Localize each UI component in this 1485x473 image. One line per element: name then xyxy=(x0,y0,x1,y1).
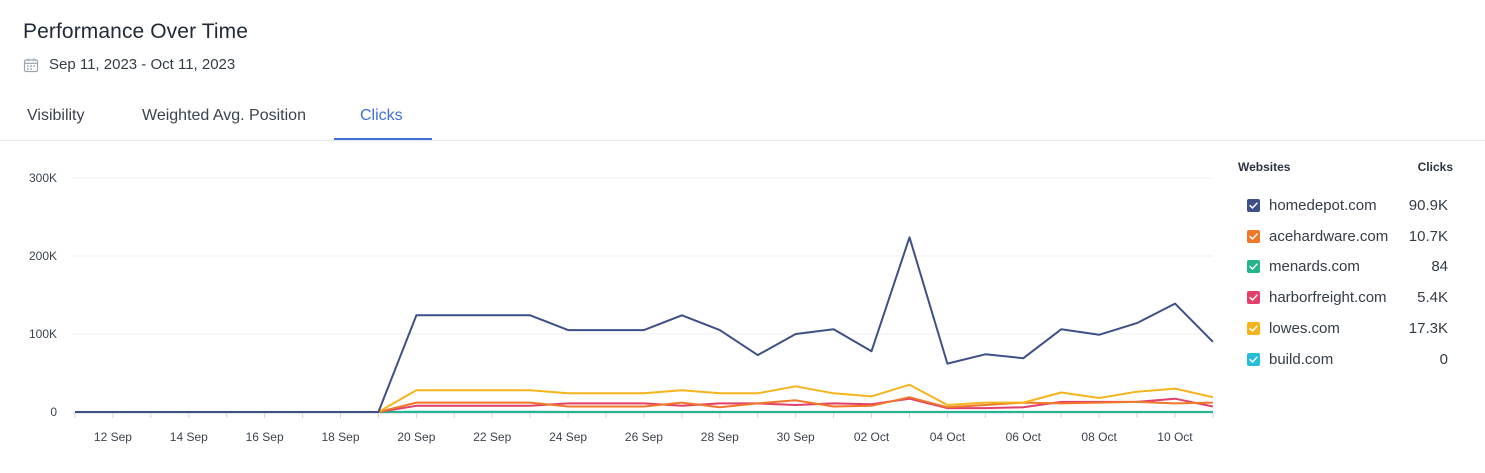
series-line-lowes-com xyxy=(75,385,1213,412)
x-tick-label: 28 Sep xyxy=(701,430,739,444)
x-tick-label: 24 Sep xyxy=(549,430,587,444)
x-tick-label: 22 Sep xyxy=(473,430,511,444)
tab-weighted-avg-position[interactable]: Weighted Avg. Position xyxy=(142,107,306,139)
x-tick-label: 16 Sep xyxy=(246,430,284,444)
series-lines xyxy=(75,237,1213,412)
metric-tabs: Visibility Weighted Avg. Position Clicks xyxy=(0,100,1485,141)
legend-col-clicks: Clicks xyxy=(1418,160,1453,174)
x-tick-label: 30 Sep xyxy=(777,430,815,444)
legend-clicks-value: 84 xyxy=(1388,258,1458,275)
checkbox-checked-icon[interactable] xyxy=(1247,230,1260,243)
checkbox-checked-icon[interactable] xyxy=(1247,322,1260,335)
grid-lines xyxy=(73,178,1213,334)
legend-clicks-value: 0 xyxy=(1388,351,1458,368)
x-tick-label: 12 Sep xyxy=(94,430,132,444)
legend-clicks-value: 90.9K xyxy=(1388,197,1458,214)
line-chart: 0 100K 200K 300K 12 Sep 14 Sep 16 Sep 18 Sep 20… xyxy=(0,141,1225,468)
legend-site-label: lowes.com xyxy=(1269,320,1388,337)
legend-clicks-value: 5.4K xyxy=(1388,289,1458,306)
y-tick-label: 0 xyxy=(50,405,57,419)
x-tick-label: 14 Sep xyxy=(170,430,208,444)
clicks-chart: 0 100K 200K 300K 12 Sep 14 Sep 16 Sep 18 Sep 20… xyxy=(0,141,1225,468)
calendar-icon xyxy=(23,57,39,73)
active-tab-indicator xyxy=(334,138,432,140)
date-range-label: Sep 11, 2023 - Oct 11, 2023 xyxy=(49,56,235,73)
legend-site-label: menards.com xyxy=(1269,258,1388,275)
series-line-harborfreight-com xyxy=(75,399,1213,412)
x-tick-label: 02 Oct xyxy=(854,430,890,444)
x-tick-label: 10 Oct xyxy=(1157,430,1193,444)
y-axis: 0 100K 200K 300K xyxy=(29,171,57,419)
x-tick-label: 08 Oct xyxy=(1081,430,1117,444)
page-title: Performance Over Time xyxy=(23,20,248,44)
y-tick-label: 200K xyxy=(29,249,57,263)
x-tick-label: 18 Sep xyxy=(321,430,359,444)
legend-clicks-value: 17.3K xyxy=(1388,320,1458,337)
checkbox-checked-icon[interactable] xyxy=(1247,260,1260,273)
legend-header: Websites Clicks xyxy=(1238,160,1458,174)
y-tick-label: 100K xyxy=(29,327,57,341)
checkbox-checked-icon[interactable] xyxy=(1247,291,1260,304)
tab-visibility[interactable]: Visibility xyxy=(27,107,85,139)
x-tick-label: 04 Oct xyxy=(930,430,966,444)
y-tick-label: 300K xyxy=(29,171,57,185)
x-tick-label: 26 Sep xyxy=(625,430,663,444)
x-axis: 12 Sep 14 Sep 16 Sep 18 Sep 20 Sep 22 Sep 24 S… xyxy=(73,413,1213,444)
x-tick-label: 06 Oct xyxy=(1006,430,1042,444)
legend-site-label: build.com xyxy=(1269,351,1388,368)
checkbox-checked-icon[interactable] xyxy=(1247,199,1260,212)
x-tick-label: 20 Sep xyxy=(397,430,435,444)
tab-clicks[interactable]: Clicks xyxy=(360,107,403,139)
legend-site-label: homedepot.com xyxy=(1269,197,1388,214)
checkbox-checked-icon[interactable] xyxy=(1247,353,1260,366)
legend-clicks-value: 10.7K xyxy=(1388,228,1458,245)
legend-site-label: harborfreight.com xyxy=(1269,289,1388,306)
legend-site-label: acehardware.com xyxy=(1269,228,1388,245)
chart-header: Performance Over Time xyxy=(23,20,248,44)
date-range: Sep 11, 2023 - Oct 11, 2023 xyxy=(23,56,235,73)
series-line-homedepot-com xyxy=(75,237,1213,412)
legend-col-websites: Websites xyxy=(1238,160,1290,174)
